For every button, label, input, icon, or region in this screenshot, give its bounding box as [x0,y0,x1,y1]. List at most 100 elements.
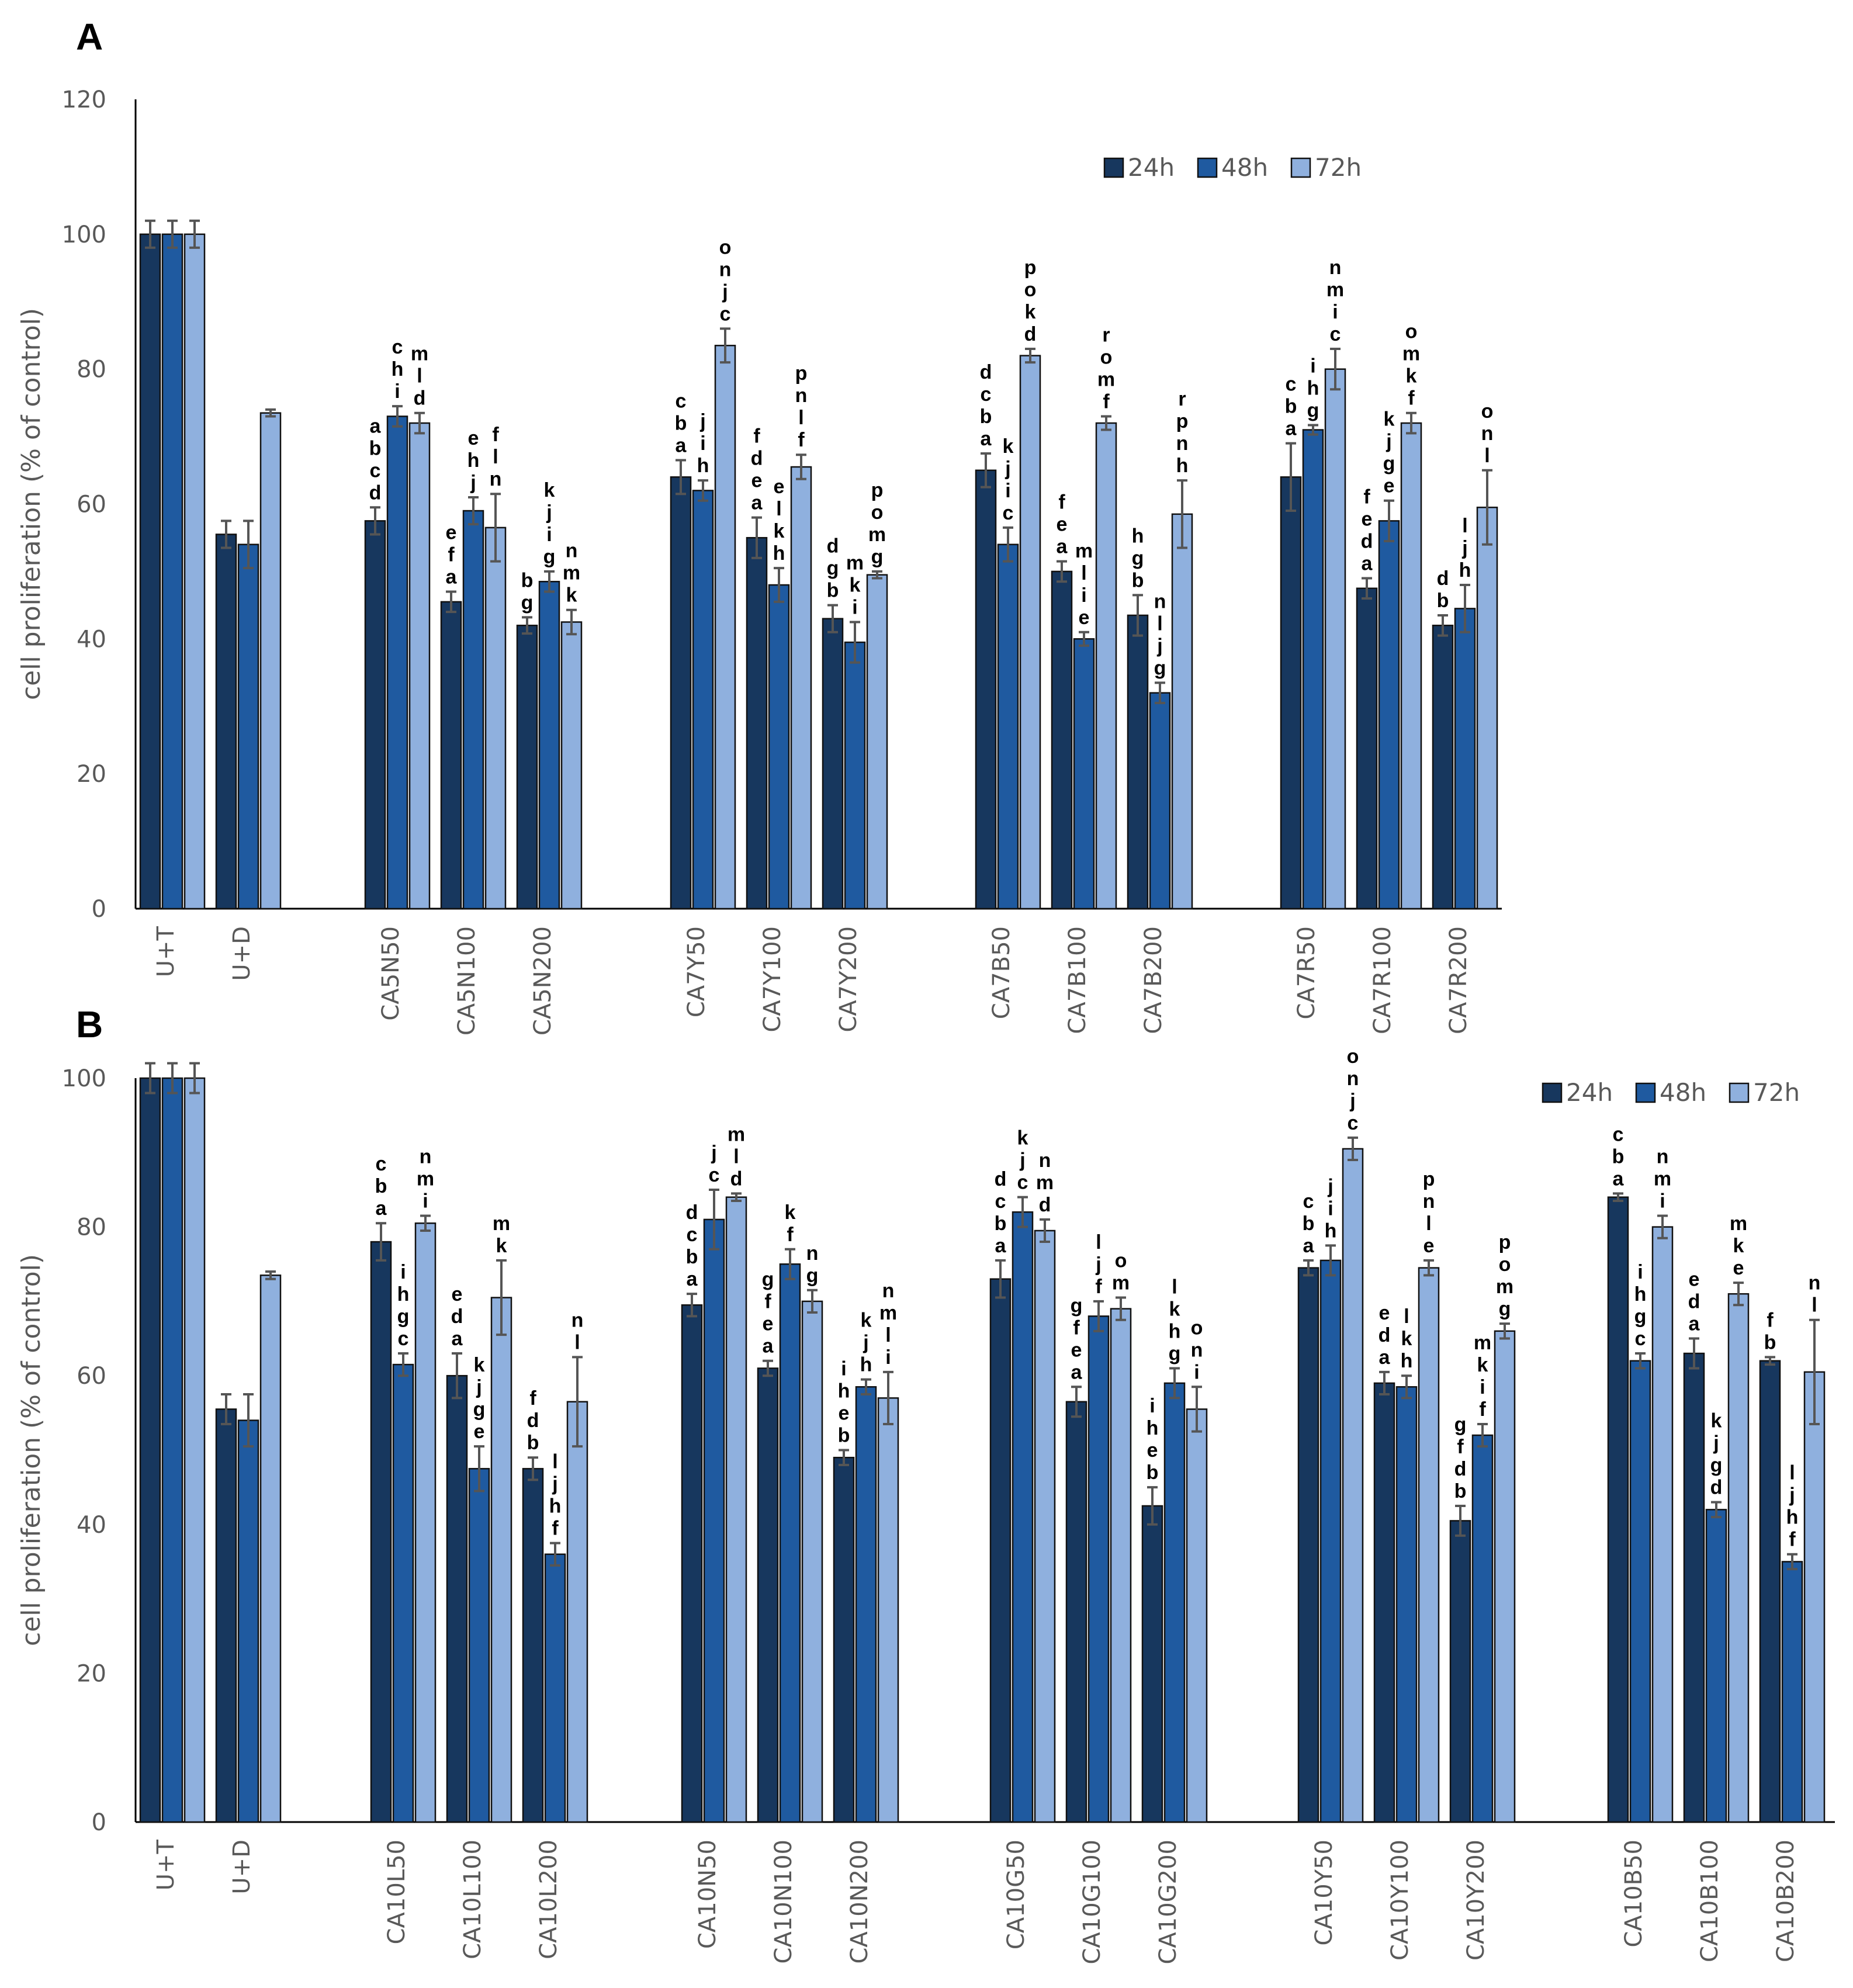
significance-letter: h [1176,455,1189,477]
bar-48h [1705,1509,1727,1823]
x-tick-label: U+T [153,926,179,977]
significance-letters: mki [846,552,864,618]
bar-48h [1378,520,1400,910]
legend-label: 48h [1221,153,1268,182]
significance-letter: l [574,1331,580,1353]
significance-letter: i [852,596,857,618]
y-tick-label: 40 [77,1512,106,1539]
significance-letter: e [1733,1257,1744,1279]
significance-letter: n [1191,1339,1203,1361]
bar-48h [779,1263,801,1823]
significance-letter: f [798,429,805,451]
bar-48h [997,543,1019,910]
y-axis-label: cell proliferation (% of control) [16,1254,46,1646]
significance-letter: j [1713,1432,1719,1454]
significance-letters: fb [1764,1309,1776,1353]
bar-48h [1395,1386,1418,1823]
significance-letter: j [476,1376,482,1398]
x-tick-label: CA10N50 [694,1840,721,1949]
bar-48h [1149,692,1171,910]
significance-letter: b [686,1246,698,1268]
significance-letter: a [452,1328,463,1350]
bar-48h [692,490,714,910]
significance-letter: n [1039,1149,1051,1172]
significance-letters: nmi [1654,1146,1671,1213]
significance-letter: g [1383,453,1395,475]
significance-letter: p [795,362,808,385]
significance-letter: f [764,1291,771,1313]
bar-24h [1759,1360,1781,1823]
significance-letter: j [546,501,552,524]
significance-letter: j [722,280,728,303]
bar-24h [215,534,237,910]
bar-24h [1051,570,1073,910]
x-tick-label: CA7R50 [1293,926,1320,1019]
y-axis-label: cell proliferation (% of control) [16,308,46,700]
bar-48h [462,510,484,910]
significance-letter: i [841,1358,846,1380]
significance-letter: g [1710,1454,1723,1477]
x-tick-label: U+D [228,1840,255,1895]
significance-letter: k [1406,365,1417,387]
significance-letter: b [1285,396,1297,418]
bar-72h [714,345,736,910]
significance-letter: a [687,1268,698,1290]
significance-letter: n [1347,1068,1359,1090]
significance-letter: i [1081,584,1086,607]
significance-letter: i [1637,1261,1643,1283]
significance-letter: p [1423,1168,1435,1190]
significance-letter: e [1423,1235,1435,1257]
significance-letter: h [1401,1350,1413,1372]
significance-letter: f [448,544,455,566]
bar-72h [408,422,431,910]
significance-letters: mld [728,1123,745,1190]
significance-letter: e [452,1283,463,1305]
bar-72h [1476,507,1498,910]
x-tick-label: CA7B200 [1140,926,1167,1034]
bar-48h [1087,1315,1110,1823]
significance-letter: j [552,1473,557,1495]
bar-72h [1324,368,1346,910]
significance-letter: k [1017,1127,1028,1149]
significance-letter: n [566,540,578,562]
significance-letters: ihg [1307,355,1319,421]
x-tick-label: CA10B50 [1620,1840,1647,1948]
x-tick-label: CA7R100 [1369,926,1396,1034]
significance-letter: c [1635,1328,1646,1350]
significance-letter: m [1326,279,1344,301]
significance-letters: ljh [1459,515,1471,581]
legend-swatch [1542,1082,1563,1103]
significance-letter: n [882,1280,895,1302]
significance-letters: cba [375,1153,387,1220]
significance-letter: g [806,1265,819,1287]
significance-letters: fea [1057,491,1068,558]
x-tick-label: CA7Y100 [759,926,786,1033]
significance-letter: j [863,1332,868,1354]
significance-letter: j [1095,1253,1101,1276]
significance-letter: o [1191,1317,1203,1339]
bar-24h [139,233,161,910]
significance-letters: hgb [1132,525,1144,591]
significance-letter: n [1329,257,1342,279]
significance-letter: j [1386,431,1391,453]
significance-letters: chi [392,336,404,403]
significance-letters: mld [411,343,428,410]
bar-48h [1781,1561,1803,1823]
significance-letter: f [1457,1436,1464,1458]
bar-24h [139,1077,161,1823]
x-tick-label: CA10Y100 [1387,1840,1414,1961]
significance-letter: k [785,1201,796,1224]
y-tick-label: 40 [77,626,106,653]
bar-72h [866,574,888,910]
significance-letter: a [995,1235,1007,1257]
significance-letter: h [1169,1320,1181,1342]
significance-letter: a [763,1335,774,1357]
x-tick-label: U+D [228,926,255,981]
significance-letter: g [762,1269,774,1291]
bar-24h [1280,476,1302,910]
